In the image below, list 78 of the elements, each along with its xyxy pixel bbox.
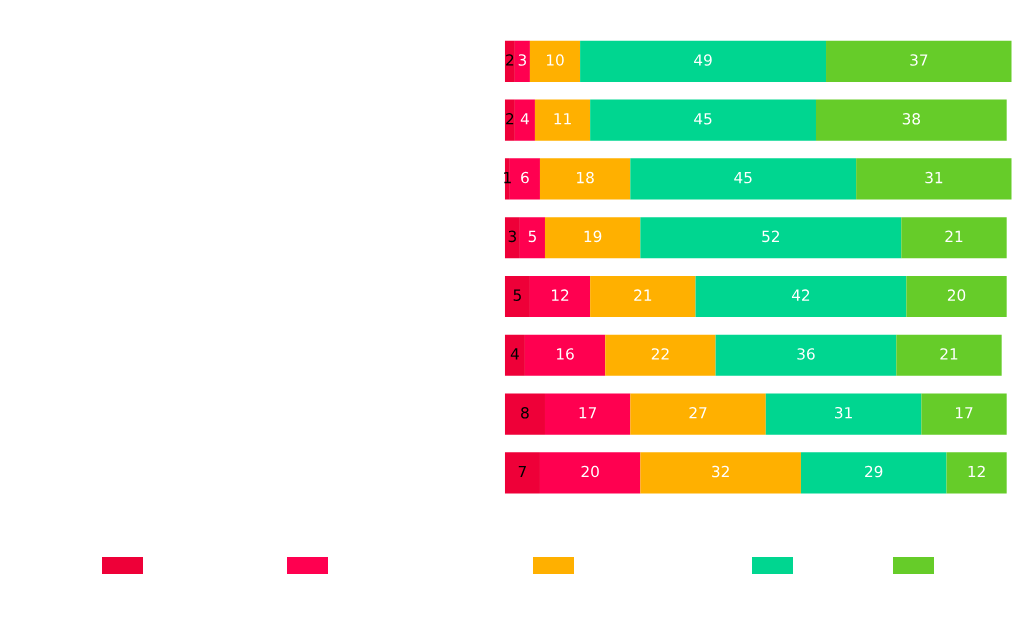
bar <box>539 158 631 200</box>
data-label: 16 <box>557 348 574 360</box>
data-label: 31 <box>925 171 943 184</box>
data-label: 20 <box>947 289 966 301</box>
data-label: 29 <box>865 465 883 478</box>
data-label: 12 <box>968 465 985 478</box>
data-label: 5 <box>528 230 536 243</box>
bar <box>640 217 902 259</box>
bar <box>906 275 1007 318</box>
bar <box>504 452 540 494</box>
bar <box>590 99 816 141</box>
bar <box>504 99 515 141</box>
bar <box>590 275 696 318</box>
bar <box>896 334 1002 376</box>
data-label: 21 <box>940 348 958 360</box>
bar <box>514 40 530 82</box>
data-label: 2 <box>506 113 514 125</box>
data-label: 42 <box>791 289 810 301</box>
data-label: 10 <box>546 54 564 66</box>
data-label: 8 <box>521 406 529 419</box>
data-label: 6 <box>521 171 529 184</box>
bar <box>630 158 857 200</box>
bar <box>534 99 591 141</box>
data-label: 32 <box>712 465 729 478</box>
data-label: 27 <box>689 406 707 419</box>
bar <box>800 452 947 494</box>
bar <box>504 393 545 435</box>
data-label: 38 <box>902 113 921 125</box>
data-label: 52 <box>762 230 780 243</box>
bar <box>826 40 1012 82</box>
data-label: 2 <box>506 54 514 66</box>
data-label: 12 <box>551 289 569 301</box>
bar <box>815 99 1007 141</box>
bar <box>544 393 631 435</box>
data-label: 22 <box>651 348 669 360</box>
bar <box>544 217 641 259</box>
data-label: 45 <box>694 113 712 125</box>
bar <box>901 217 1007 259</box>
bar <box>695 275 907 318</box>
bar <box>524 334 606 376</box>
bar <box>765 393 922 435</box>
data-label: 3 <box>508 230 516 243</box>
data-label: 21 <box>945 230 963 242</box>
data-label: 4 <box>520 113 529 125</box>
bar <box>580 40 827 82</box>
bar <box>640 452 801 494</box>
data-label: 49 <box>694 54 712 66</box>
bar <box>946 452 1007 494</box>
bar <box>856 158 1012 200</box>
bar <box>504 40 515 82</box>
bar <box>715 334 897 376</box>
bar <box>504 275 530 318</box>
data-label: 20 <box>581 465 599 478</box>
data-label: 11 <box>554 113 571 125</box>
data-label: 36 <box>797 348 815 360</box>
bar <box>514 99 535 141</box>
data-label: 45 <box>734 172 752 184</box>
bar <box>529 275 591 318</box>
data-label: 17 <box>579 407 597 419</box>
bar <box>921 393 1007 435</box>
data-label: 5 <box>513 289 521 301</box>
data-label: 18 <box>577 171 594 184</box>
data-label: 7 <box>518 465 526 478</box>
data-label: 19 <box>584 230 602 243</box>
bar <box>630 393 766 435</box>
data-label: 4 <box>510 348 519 360</box>
bar <box>519 217 545 259</box>
bar <box>539 452 641 494</box>
data-label: 21 <box>634 289 652 301</box>
data-label: 37 <box>910 54 928 66</box>
bar <box>504 217 520 259</box>
bar <box>504 334 525 376</box>
data-label: 17 <box>955 407 973 419</box>
data-label: 3 <box>518 54 527 66</box>
data-label: 31 <box>835 406 852 419</box>
bar <box>605 334 716 376</box>
bar <box>509 158 540 200</box>
bar <box>529 40 581 82</box>
